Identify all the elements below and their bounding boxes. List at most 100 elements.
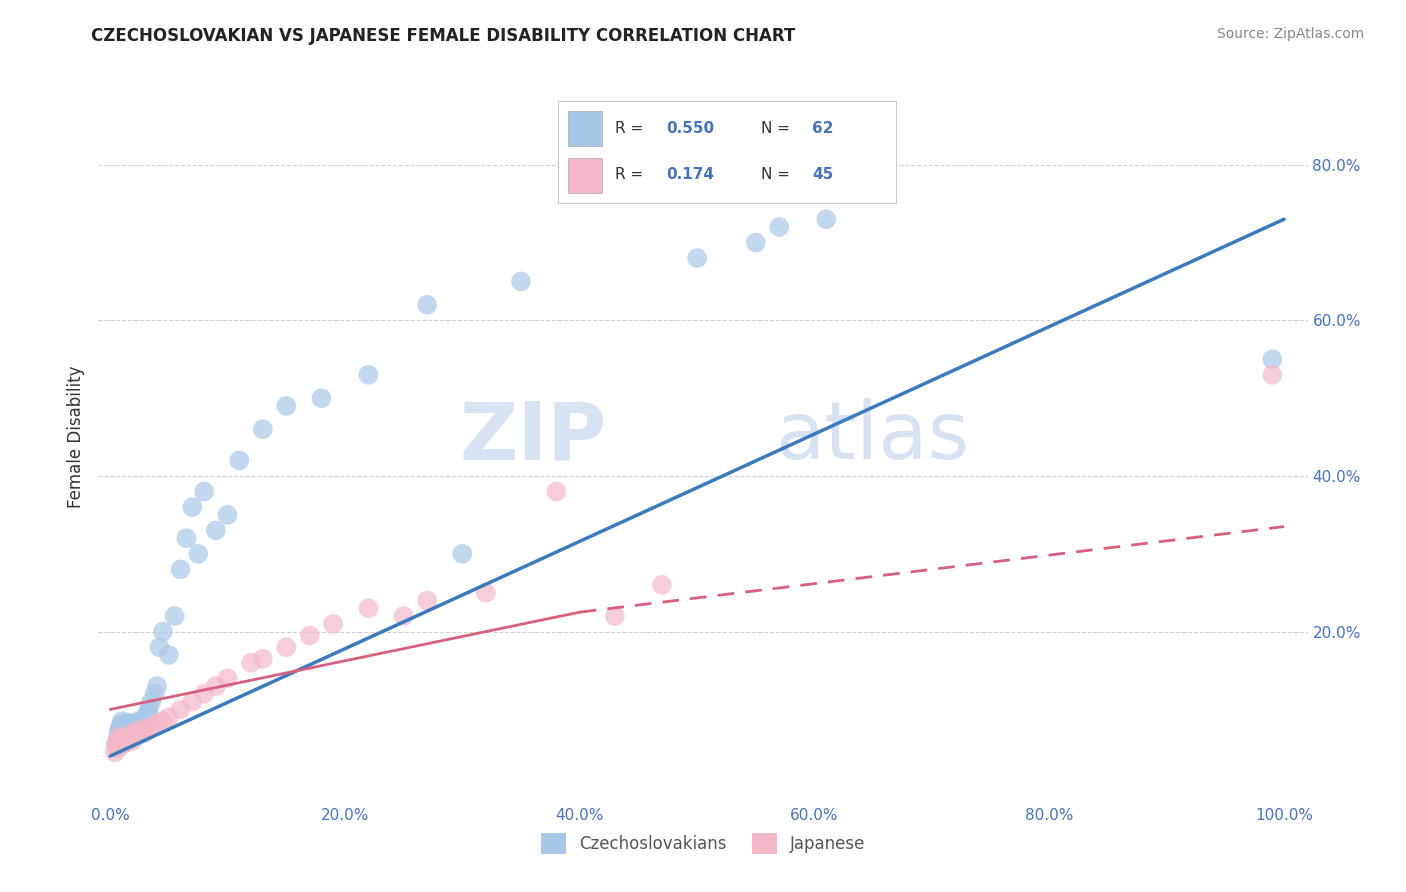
Point (121, 733, 143, 747)
Point (510, 275, 533, 289)
Point (112, 723, 135, 738)
Point (115, 733, 138, 747)
Point (193, 687, 215, 701)
Point (127, 724, 149, 739)
Point (157, 710, 180, 724)
Point (118, 715, 141, 730)
Point (104, 745, 127, 759)
Point (118, 730, 141, 744)
Point (136, 706, 159, 721)
Point (108, 739, 131, 754)
Point (129, 727, 152, 741)
Point (416, 298, 439, 312)
Point (745, 235, 768, 250)
Point (121, 722, 143, 736)
Point (105, 733, 128, 747)
Point (181, 500, 204, 515)
Point (134, 725, 156, 739)
Point (276, 399, 298, 413)
Point (217, 508, 239, 522)
Point (114, 726, 136, 740)
Point (111, 724, 134, 739)
Point (112, 736, 135, 750)
Point (108, 722, 131, 736)
Point (112, 731, 135, 746)
Point (120, 731, 142, 746)
Point (132, 715, 155, 730)
Point (603, 609, 626, 624)
Point (187, 547, 209, 561)
Point (120, 717, 142, 731)
Point (143, 687, 166, 701)
Point (110, 735, 132, 749)
Point (114, 721, 136, 735)
Point (651, 578, 673, 592)
Point (117, 719, 139, 733)
Y-axis label: Female Disability: Female Disability (66, 366, 84, 508)
Point (105, 738, 128, 752)
Point (111, 714, 134, 728)
Legend: Czechoslovakians, Japanese: Czechoslovakians, Japanese (534, 827, 872, 860)
Point (451, 547, 474, 561)
Point (127, 723, 149, 737)
Point (686, 251, 709, 265)
Point (815, 212, 838, 227)
Point (357, 368, 380, 382)
Point (252, 422, 274, 436)
Point (107, 733, 129, 747)
Point (416, 593, 439, 607)
Point (120, 725, 142, 739)
Point (240, 656, 263, 670)
Point (1261, 368, 1284, 382)
Point (114, 731, 136, 746)
Text: atlas: atlas (776, 398, 970, 476)
Point (148, 640, 170, 655)
Point (131, 724, 153, 739)
Point (204, 524, 226, 538)
Point (311, 391, 333, 405)
Point (169, 562, 191, 576)
Point (138, 702, 160, 716)
Point (392, 609, 415, 624)
Point (298, 628, 321, 642)
Point (357, 601, 380, 615)
Point (163, 609, 186, 624)
Point (193, 484, 215, 499)
Point (112, 727, 135, 741)
Point (128, 720, 150, 734)
Point (169, 702, 191, 716)
Point (108, 730, 131, 744)
Point (181, 695, 204, 709)
Point (252, 652, 274, 666)
Point (134, 710, 156, 724)
Point (146, 716, 169, 731)
Point (110, 718, 132, 732)
Point (127, 714, 149, 728)
Point (1261, 352, 1284, 367)
Point (141, 720, 163, 734)
Point (132, 722, 155, 736)
Point (120, 720, 142, 734)
Point (228, 453, 250, 467)
Point (322, 616, 344, 631)
Point (141, 695, 163, 709)
Point (176, 531, 198, 545)
Point (125, 716, 148, 731)
Point (129, 718, 152, 732)
Point (152, 714, 174, 728)
Point (118, 729, 141, 743)
Text: Source: ZipAtlas.com: Source: ZipAtlas.com (1216, 27, 1364, 41)
Point (152, 624, 174, 639)
Point (125, 730, 148, 744)
Text: CZECHOSLOVAKIAN VS JAPANESE FEMALE DISABILITY CORRELATION CHART: CZECHOSLOVAKIAN VS JAPANESE FEMALE DISAB… (91, 27, 796, 45)
Point (124, 719, 146, 733)
Point (204, 679, 226, 693)
Point (475, 585, 498, 599)
Text: ZIP: ZIP (458, 398, 606, 476)
Point (115, 723, 138, 737)
Point (122, 721, 145, 735)
Point (546, 484, 568, 499)
Point (157, 648, 180, 662)
Point (105, 741, 128, 756)
Point (111, 738, 134, 752)
